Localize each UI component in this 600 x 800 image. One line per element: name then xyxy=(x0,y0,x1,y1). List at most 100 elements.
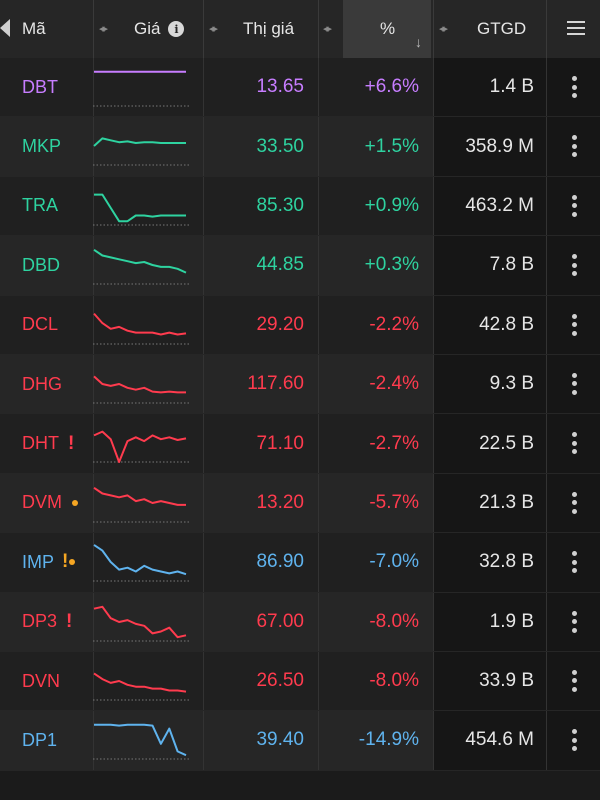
stock-symbol[interactable]: TRA xyxy=(22,177,58,235)
more-options-icon[interactable] xyxy=(571,491,577,514)
trading-value: 22.5 B xyxy=(479,432,534,454)
column-divider xyxy=(318,354,319,414)
stock-symbol[interactable]: MKP xyxy=(22,117,61,175)
more-options-icon[interactable] xyxy=(571,194,577,217)
more-options-icon[interactable] xyxy=(571,669,577,692)
column-divider xyxy=(433,295,434,354)
trading-value: 454.6 M xyxy=(465,729,534,751)
price-value: 86.90 xyxy=(256,551,304,573)
column-divider xyxy=(546,176,547,236)
column-divider xyxy=(546,354,547,414)
resize-handle-icon[interactable]: ◂▸ xyxy=(439,23,448,35)
column-divider xyxy=(203,236,204,295)
table-row[interactable]: DHG 117.60 -2.4% 9.3 B xyxy=(0,354,600,415)
more-options-icon[interactable] xyxy=(571,729,577,752)
column-divider xyxy=(318,533,319,592)
column-divider xyxy=(93,473,94,533)
resize-handle-icon[interactable]: ◂▸ xyxy=(323,23,332,35)
more-options-icon[interactable] xyxy=(571,372,577,395)
column-divider xyxy=(203,711,204,770)
sparkline-chart xyxy=(93,544,189,582)
sparkline-series xyxy=(94,193,186,222)
stock-symbol-label: DVN xyxy=(22,670,61,691)
resize-handle-icon[interactable]: ◂▸ xyxy=(99,23,108,35)
more-options-icon[interactable] xyxy=(571,76,577,98)
table-row[interactable]: DP3! 67.00 -8.0% 1.9 B xyxy=(0,592,600,652)
column-divider xyxy=(203,295,204,354)
column-divider xyxy=(318,414,319,473)
warning-exclamation-icon: ! xyxy=(68,432,75,454)
sparkline-chart xyxy=(93,486,189,523)
collapse-left-icon[interactable] xyxy=(0,19,10,37)
table-row[interactable]: TRA 85.30 +0.9% 463.2 M xyxy=(0,176,600,237)
row-bg xyxy=(0,176,433,236)
stock-symbol[interactable]: IMP! xyxy=(22,533,76,591)
header-symbol[interactable]: Mã xyxy=(22,19,46,38)
sparkline-series xyxy=(93,249,187,274)
stock-symbol[interactable]: DHG xyxy=(22,355,62,413)
more-options-icon[interactable] xyxy=(571,432,577,455)
info-icon[interactable]: i xyxy=(168,21,185,37)
resize-handle-icon[interactable]: ◂▸ xyxy=(209,23,218,35)
trading-value: 358.9 M xyxy=(465,135,534,157)
column-divider xyxy=(93,176,94,236)
stock-symbol[interactable]: DVM xyxy=(22,474,78,532)
table-row[interactable]: DVN 26.50 -8.0% 33.9 B xyxy=(0,651,600,712)
column-divider xyxy=(433,117,434,176)
column-divider xyxy=(203,117,204,176)
column-divider xyxy=(433,58,434,117)
column-divider xyxy=(203,473,204,533)
header-change[interactable]: % xyxy=(380,19,396,38)
menu-icon[interactable] xyxy=(567,21,585,35)
header-chart[interactable]: Giá i xyxy=(134,0,185,58)
table-row[interactable]: DBD 44.85 +0.3% 7.8 B xyxy=(0,236,600,296)
table-row[interactable]: DCL 29.20 -2.2% 42.8 B xyxy=(0,295,600,355)
stock-symbol-label: TRA xyxy=(22,195,58,216)
change-percent: -2.4% xyxy=(369,373,419,395)
stock-symbol[interactable]: DP3! xyxy=(22,593,72,651)
table-row[interactable]: DP1 39.40 -14.9% 454.6 M xyxy=(0,711,600,771)
column-divider xyxy=(433,236,434,295)
sort-down-icon[interactable]: ↓ xyxy=(415,34,422,50)
sparkline-chart xyxy=(93,375,189,404)
trading-value: 1.4 B xyxy=(489,76,534,98)
column-divider xyxy=(546,533,547,592)
more-options-icon[interactable] xyxy=(571,313,577,336)
table-row[interactable]: DBT 13.65 +6.6% 1.4 B xyxy=(0,58,600,118)
stock-symbol[interactable]: DVN xyxy=(22,652,60,710)
column-divider xyxy=(318,58,319,117)
sparkline-chart xyxy=(93,137,189,166)
stock-symbol-label: MKP xyxy=(22,136,62,157)
stock-symbol[interactable]: DBT xyxy=(22,58,58,116)
stock-symbol[interactable]: DHT! xyxy=(22,414,74,472)
stock-symbol[interactable]: DBD xyxy=(22,236,60,294)
sparkline-chart xyxy=(93,605,189,642)
header-volume[interactable]: GTGD xyxy=(477,19,527,38)
column-divider xyxy=(203,0,204,58)
price-value: 29.20 xyxy=(256,313,304,335)
table-row[interactable]: DVM 13.20 -5.7% 21.3 B xyxy=(0,473,600,534)
table-row[interactable]: DHT! 71.10 -2.7% 22.5 B xyxy=(0,414,600,474)
stock-symbol[interactable]: DCL xyxy=(22,296,58,354)
trading-value: 9.3 B xyxy=(489,373,534,395)
trading-value: 21.3 B xyxy=(479,491,534,513)
price-value: 39.40 xyxy=(256,729,304,751)
column-divider xyxy=(433,0,434,58)
change-percent: -7.0% xyxy=(369,551,419,573)
stock-table: DBT 13.65 +6.6% 1.4 B MKP 33.50 +1.5% 358.9 M TR… xyxy=(0,58,600,771)
stock-symbol[interactable]: DP1 xyxy=(22,711,57,769)
table-row[interactable]: IMP! 86.90 -7.0% 32.8 B xyxy=(0,533,600,593)
more-options-icon[interactable] xyxy=(571,254,577,277)
column-divider xyxy=(93,295,94,354)
price-value: 85.30 xyxy=(256,194,304,216)
column-divider xyxy=(318,651,319,711)
header-price[interactable]: Thị giá xyxy=(243,19,295,38)
more-options-icon[interactable] xyxy=(571,135,577,158)
change-percent: -2.7% xyxy=(369,432,419,454)
more-options-icon[interactable] xyxy=(571,610,577,633)
price-value: 67.00 xyxy=(256,610,304,632)
table-row[interactable]: MKP 33.50 +1.5% 358.9 M xyxy=(0,117,600,177)
more-options-icon[interactable] xyxy=(571,551,577,574)
column-divider xyxy=(318,0,319,58)
column-divider xyxy=(318,295,319,354)
